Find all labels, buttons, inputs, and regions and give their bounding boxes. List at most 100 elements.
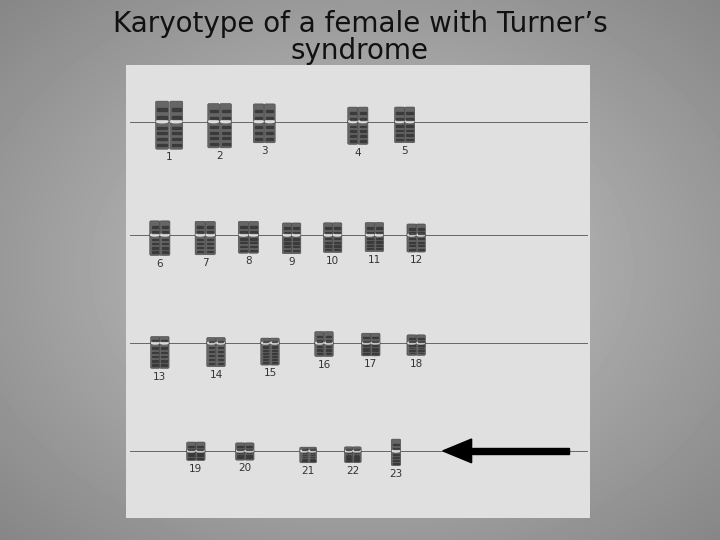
Bar [251, 226, 257, 228]
Bar [158, 144, 167, 146]
FancyBboxPatch shape [353, 447, 361, 452]
Bar [310, 458, 315, 459]
FancyBboxPatch shape [238, 234, 248, 253]
Bar [354, 456, 359, 457]
Bar [189, 453, 194, 454]
Bar [284, 227, 290, 229]
Bar [354, 460, 359, 461]
Bar [238, 446, 243, 447]
Bar [310, 453, 315, 454]
Text: 9: 9 [288, 257, 295, 267]
FancyBboxPatch shape [205, 234, 215, 255]
Bar [360, 135, 366, 137]
Bar [396, 118, 403, 120]
Bar [238, 457, 243, 458]
Ellipse shape [208, 342, 215, 344]
Bar [334, 242, 340, 243]
FancyBboxPatch shape [361, 342, 371, 356]
Bar [396, 125, 403, 127]
Bar [271, 347, 277, 348]
FancyBboxPatch shape [245, 450, 254, 460]
Bar [263, 353, 269, 354]
FancyBboxPatch shape [358, 107, 368, 123]
Bar [152, 231, 158, 233]
Text: 11: 11 [368, 255, 381, 265]
Bar [162, 239, 168, 240]
FancyBboxPatch shape [416, 224, 426, 236]
FancyBboxPatch shape [416, 335, 426, 344]
Text: 4: 4 [354, 147, 361, 158]
Bar [263, 356, 269, 357]
Ellipse shape [217, 342, 224, 344]
Bar [238, 449, 243, 450]
Bar [271, 356, 277, 357]
Bar [406, 125, 413, 127]
Ellipse shape [237, 450, 244, 452]
Bar [350, 112, 356, 114]
Bar [207, 226, 213, 228]
FancyBboxPatch shape [160, 234, 170, 255]
FancyBboxPatch shape [156, 120, 168, 149]
Bar [354, 449, 359, 450]
Bar [406, 118, 413, 120]
Bar [263, 347, 269, 348]
Bar [372, 348, 378, 349]
Polygon shape [443, 439, 472, 463]
Bar [418, 245, 423, 246]
Bar [271, 353, 277, 354]
Bar [360, 112, 366, 114]
FancyBboxPatch shape [216, 342, 225, 367]
Ellipse shape [220, 120, 230, 123]
Bar [162, 252, 168, 253]
Text: 16: 16 [318, 360, 330, 370]
Text: 17: 17 [364, 359, 377, 369]
Bar [209, 355, 215, 356]
Bar [418, 345, 423, 346]
Ellipse shape [333, 234, 341, 236]
FancyBboxPatch shape [323, 234, 333, 253]
Bar [409, 248, 415, 250]
FancyBboxPatch shape [407, 335, 416, 344]
Ellipse shape [150, 234, 159, 236]
FancyBboxPatch shape [195, 221, 205, 236]
Bar [317, 336, 323, 338]
Bar [284, 232, 290, 233]
FancyBboxPatch shape [333, 223, 342, 236]
Bar [197, 455, 203, 456]
Bar [334, 245, 340, 247]
Bar [255, 117, 262, 119]
Bar [210, 132, 217, 134]
Bar [207, 232, 213, 233]
FancyBboxPatch shape [374, 234, 384, 252]
Text: 6: 6 [156, 259, 163, 269]
Bar [263, 359, 269, 360]
Bar [393, 448, 399, 449]
FancyBboxPatch shape [407, 342, 416, 355]
FancyBboxPatch shape [358, 120, 368, 144]
Bar [153, 356, 158, 357]
FancyBboxPatch shape [407, 234, 416, 252]
Bar [360, 126, 366, 127]
FancyBboxPatch shape [196, 450, 205, 461]
Text: 15: 15 [264, 368, 276, 379]
Bar [197, 247, 204, 248]
FancyBboxPatch shape [196, 442, 205, 452]
Bar [293, 246, 299, 247]
Bar [240, 249, 246, 251]
Bar [162, 243, 168, 245]
Ellipse shape [265, 120, 274, 123]
Bar [171, 109, 181, 111]
Bar [158, 116, 167, 119]
Bar [310, 449, 315, 450]
Bar [364, 345, 369, 346]
Bar [171, 144, 181, 146]
Bar [197, 449, 203, 450]
Ellipse shape [271, 342, 278, 344]
Bar [222, 132, 230, 134]
Bar [284, 242, 290, 244]
Bar [197, 251, 204, 252]
Bar [197, 453, 203, 454]
Bar [209, 359, 215, 360]
FancyBboxPatch shape [348, 120, 358, 144]
Bar [210, 110, 217, 112]
